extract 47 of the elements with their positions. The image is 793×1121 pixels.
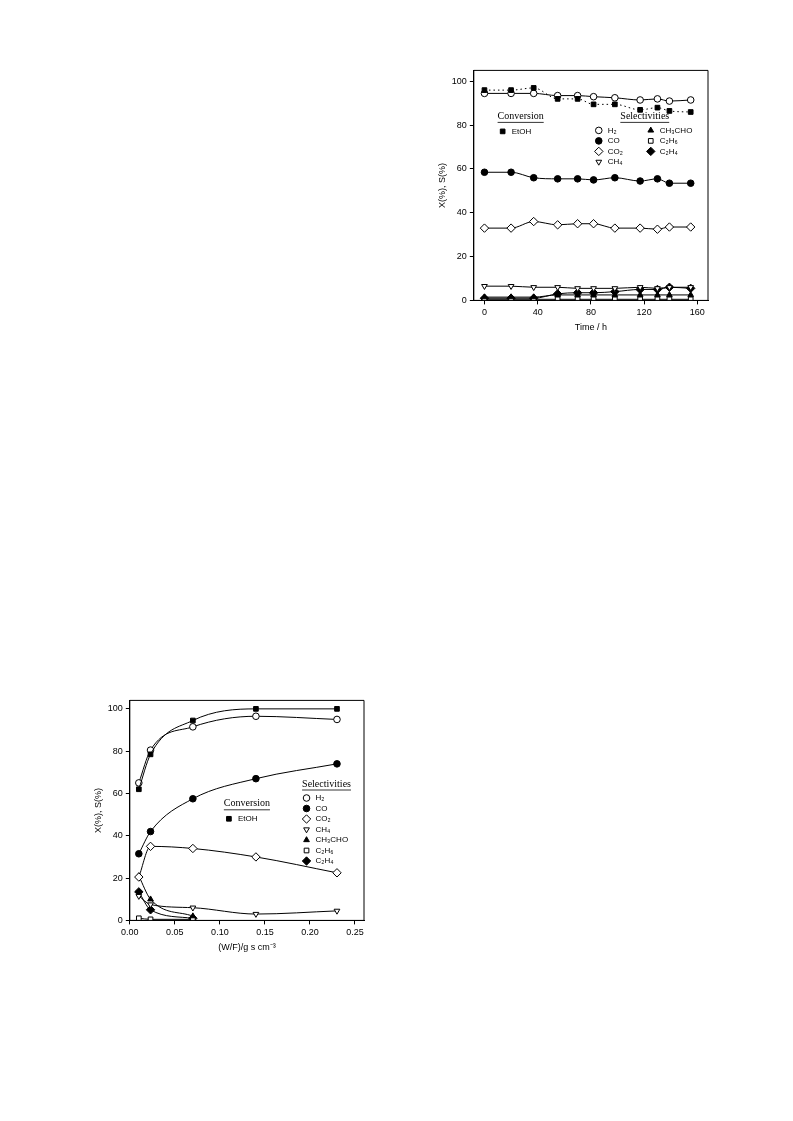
x-tick-label: 40 xyxy=(532,307,543,318)
y-axis-title: X(%), S(%) xyxy=(92,787,103,833)
legend-label: CO₂ xyxy=(607,146,623,156)
legend-label: C₂H₆ xyxy=(315,845,334,855)
annotation: Conversion xyxy=(497,110,544,122)
legend-label: EtOH xyxy=(511,126,532,136)
annotation: Selectivities xyxy=(620,110,670,122)
annotation: Selectivities xyxy=(302,777,352,789)
y-tick-label: 20 xyxy=(456,251,467,262)
x-tick-label: 0.10 xyxy=(211,927,229,938)
x-tick-label: 160 xyxy=(689,307,705,318)
legend-label: CH₄ xyxy=(607,157,623,167)
y-tick-label: 60 xyxy=(112,787,123,798)
x-tick-label: 0 xyxy=(481,307,487,318)
x-tick-label: 80 xyxy=(585,307,596,318)
x-tick-label: 120 xyxy=(636,307,652,318)
y-tick-label: 0 xyxy=(117,914,123,925)
y-tick-label: 60 xyxy=(456,163,467,174)
legend-label: C₂H₆ xyxy=(659,136,678,146)
legend-label: CO xyxy=(315,803,328,813)
y-tick-label: 40 xyxy=(456,207,467,218)
y-tick-label: 100 xyxy=(107,703,123,714)
legend-label: C₂H₄ xyxy=(315,856,334,866)
y-tick-label: 80 xyxy=(112,745,123,756)
y-tick-label: 80 xyxy=(456,119,467,130)
legend-label: CH₄ xyxy=(315,824,331,834)
y-axis-title: X(%), S(%) xyxy=(436,162,447,208)
x-axis-title: Time / h xyxy=(574,322,607,333)
legend-label: CO₂ xyxy=(315,814,331,824)
x-tick-label: 0.15 xyxy=(256,927,274,938)
legend-label: CH₃CHO xyxy=(659,125,693,135)
y-tick-label: 0 xyxy=(461,294,467,305)
annotation: Conversion xyxy=(223,797,270,809)
x-tick-label: 0.00 xyxy=(121,927,139,938)
y-tick-label: 100 xyxy=(451,75,467,86)
legend-label: C₂H₄ xyxy=(659,146,678,156)
legend-label: CH₃CHO xyxy=(315,835,349,845)
y-tick-label: 40 xyxy=(112,830,123,841)
legend-label: H₂ xyxy=(607,125,617,135)
legend-label: EtOH xyxy=(237,814,258,823)
x-axis-title: (W/F)/g s cm⁻³ xyxy=(218,942,276,953)
legend-label: CO xyxy=(607,136,620,146)
x-tick-label: 0.25 xyxy=(346,927,364,938)
legend-label: H₂ xyxy=(315,793,325,803)
x-tick-label: 0.05 xyxy=(166,927,184,938)
x-tick-label: 0.20 xyxy=(301,927,319,938)
y-tick-label: 20 xyxy=(112,872,123,883)
